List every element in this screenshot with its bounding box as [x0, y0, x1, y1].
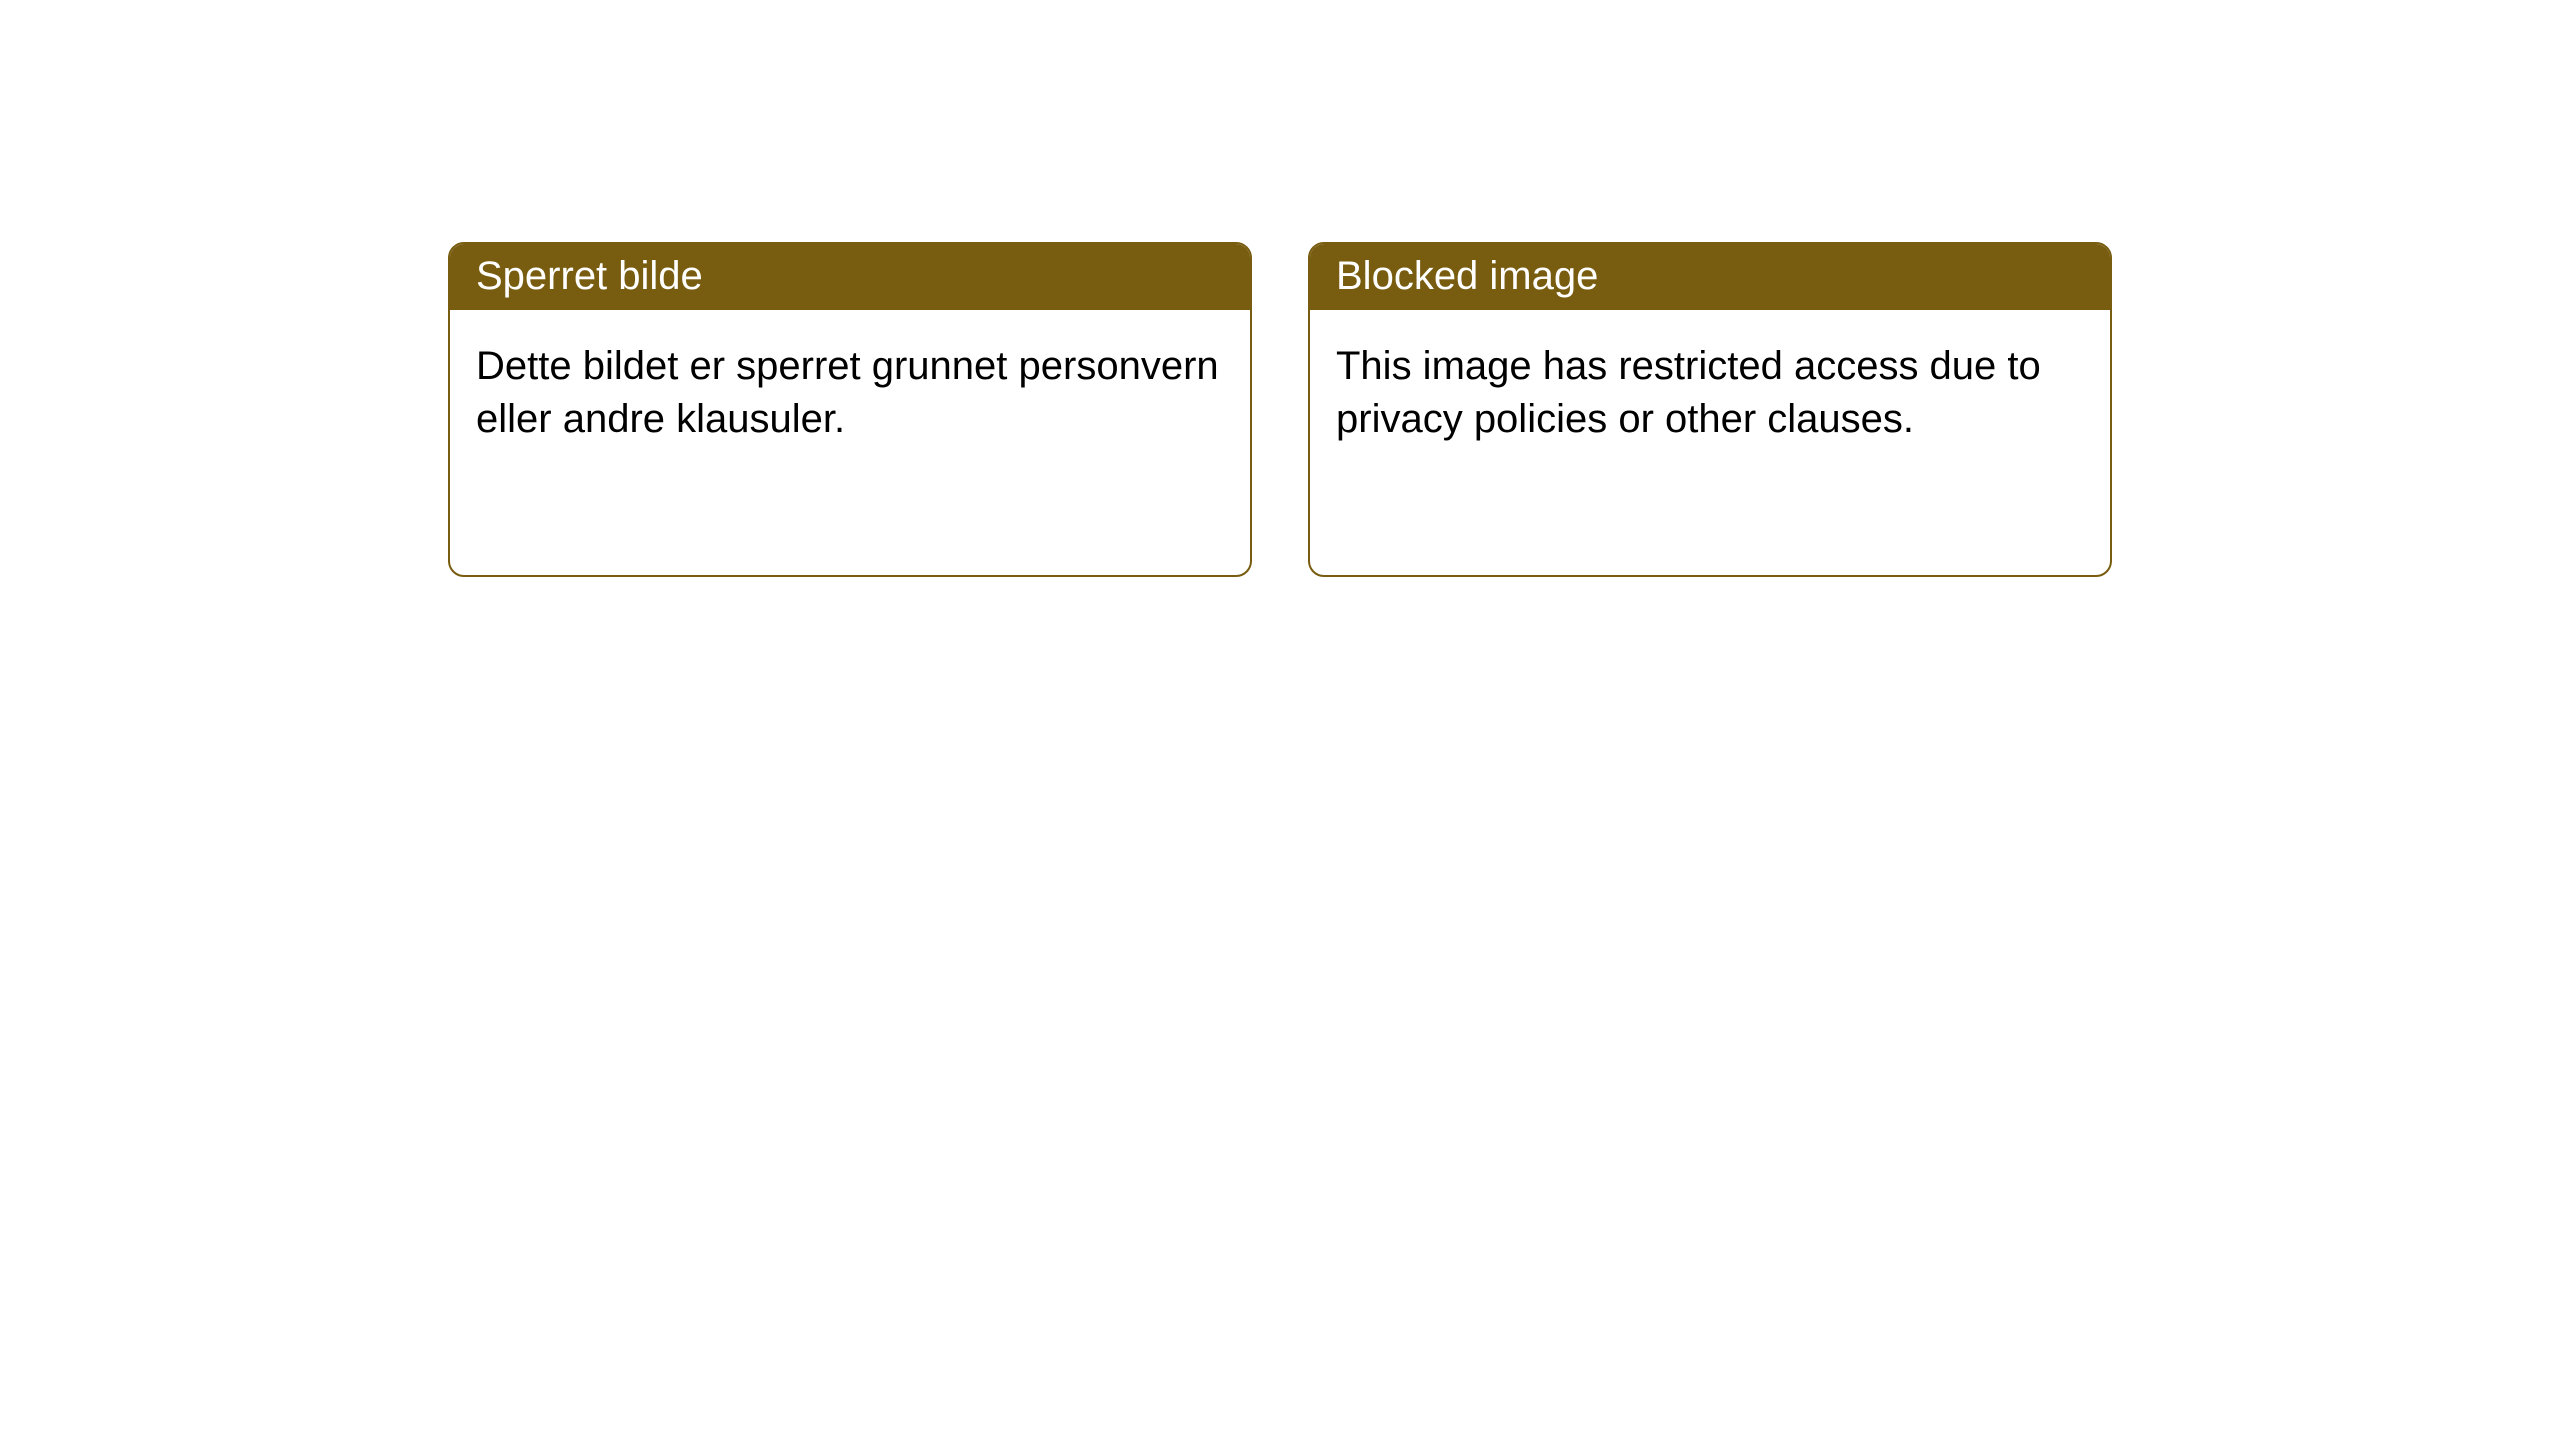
card-header: Blocked image [1310, 244, 2110, 310]
card-body: Dette bildet er sperret grunnet personve… [450, 310, 1250, 476]
notice-card-english: Blocked image This image has restricted … [1308, 242, 2112, 577]
card-header: Sperret bilde [450, 244, 1250, 310]
notice-container: Sperret bilde Dette bildet er sperret gr… [0, 0, 2560, 577]
notice-card-norwegian: Sperret bilde Dette bildet er sperret gr… [448, 242, 1252, 577]
card-body: This image has restricted access due to … [1310, 310, 2110, 476]
